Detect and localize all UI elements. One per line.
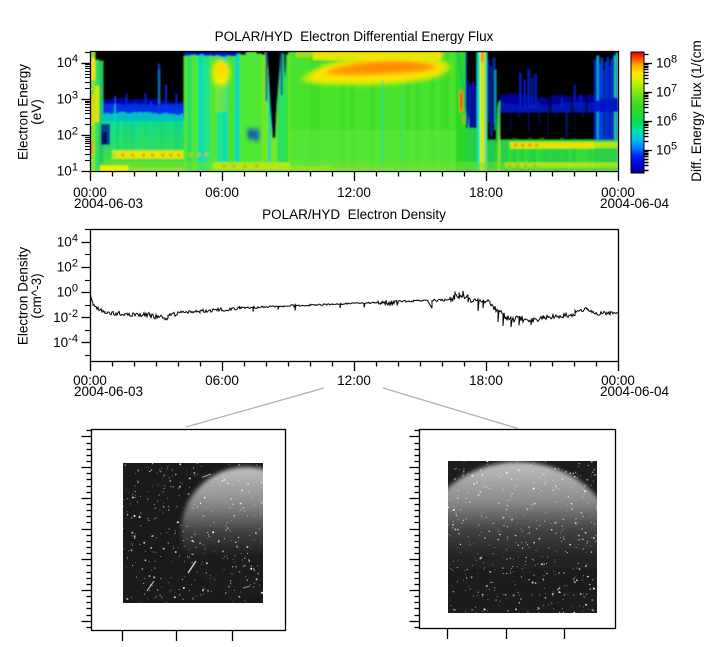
svg-text:00:00: 00:00 <box>601 373 635 388</box>
svg-text:POLAR/HYD Electron Differenti: POLAR/HYD Electron Differential Energy F… <box>215 29 494 44</box>
svg-text:Electron Density: Electron Density <box>16 247 31 346</box>
svg-text:Electron Energy: Electron Energy <box>16 64 31 160</box>
svg-text:POLAR/HYD Electron Density: POLAR/HYD Electron Density <box>262 207 446 222</box>
svg-text:00:00: 00:00 <box>601 185 635 200</box>
svg-text:12:00: 12:00 <box>337 185 371 200</box>
svg-text:(cm^-3): (cm^-3) <box>29 273 44 318</box>
svg-text:2004-06-03: 2004-06-03 <box>74 196 143 211</box>
svg-text:18:00: 18:00 <box>469 373 503 388</box>
svg-text:2004-06-04: 2004-06-04 <box>600 196 670 211</box>
svg-text:06:00: 06:00 <box>205 185 239 200</box>
svg-text:12:00: 12:00 <box>337 373 371 388</box>
svg-text:18:00: 18:00 <box>469 185 503 200</box>
svg-text:Diff. Energy Flux (1/(cm: Diff. Energy Flux (1/(cm <box>689 40 704 182</box>
svg-text:00:00: 00:00 <box>73 185 107 200</box>
svg-text:06:00: 06:00 <box>205 373 239 388</box>
svg-text:(eV): (eV) <box>29 99 44 125</box>
svg-text:00:00: 00:00 <box>73 373 107 388</box>
svg-text:2004-06-03: 2004-06-03 <box>74 384 143 399</box>
svg-text:2004-06-04: 2004-06-04 <box>600 384 670 399</box>
